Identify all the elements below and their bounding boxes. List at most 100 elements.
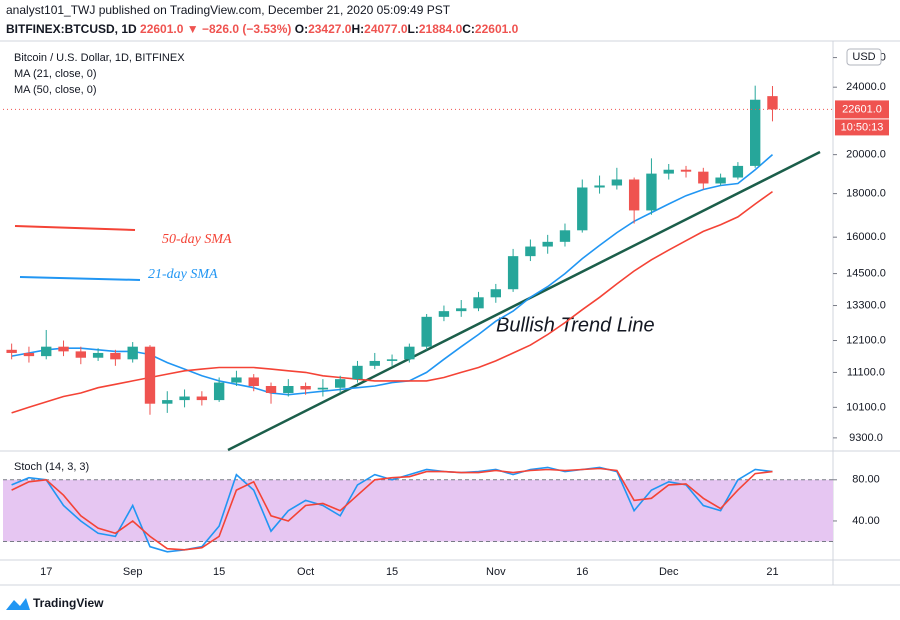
candle-body (611, 179, 623, 186)
candle-body (680, 169, 692, 172)
candle-body (179, 396, 190, 401)
candle-body (265, 386, 277, 393)
y-tick-label: 24000.0 (846, 81, 886, 93)
countdown: 10:50:13 (841, 121, 884, 133)
candle-body (283, 386, 294, 393)
candle-body (438, 311, 450, 317)
candle-body (75, 351, 86, 358)
candle-body (490, 289, 501, 298)
stoch-line (11, 466, 773, 553)
arrow: ▼ (187, 22, 199, 36)
ohlc-value: 24077.0 (364, 22, 408, 36)
candle-body (404, 346, 415, 360)
y-tick-label: 14500.0 (846, 267, 886, 279)
annotation: 50-day SMA (162, 232, 232, 247)
ohlc-value: 23427.0 (308, 22, 352, 36)
y-tick-label: 12100.0 (846, 334, 886, 346)
y-tick-label: 13300.0 (846, 299, 886, 311)
candle-body (110, 352, 121, 360)
y-tick-label: 20000.0 (846, 149, 886, 161)
candle-body (23, 352, 35, 357)
ohlc-value: 21884.0 (419, 22, 463, 36)
legend-entry: MA (50, close, 0) (14, 84, 97, 96)
x-tick-label: 15 (386, 566, 398, 578)
currency-badge (846, 48, 882, 66)
candle-body (646, 173, 657, 211)
trend-line (227, 150, 821, 452)
candle-body (663, 169, 674, 174)
y-tick-label: 40.00 (852, 515, 880, 527)
y-tick-label: 9300.0 (849, 432, 883, 444)
ma-line (11, 190, 773, 414)
logo: TradingView (6, 596, 104, 610)
candle-body (386, 359, 398, 361)
annotation: 21-day SMA (148, 267, 218, 282)
candle-body (628, 179, 640, 211)
candle-body (144, 346, 156, 404)
candle-body (473, 297, 484, 309)
candle-body (248, 377, 259, 387)
candle-body (594, 185, 605, 188)
candle-body (335, 379, 346, 388)
ma-line (11, 153, 774, 396)
x-tick-label: Dec (659, 566, 679, 578)
y-tick-label: 11100.0 (847, 366, 885, 378)
ohlc-label: L: (408, 22, 419, 36)
ohlc-label: C: (462, 22, 475, 36)
candle-body (767, 96, 778, 110)
symbol: BITFINEX:BTCUSD, 1D (6, 22, 137, 36)
candle-body (213, 382, 225, 401)
candle-body (58, 346, 69, 352)
candle-body (317, 387, 329, 390)
candle-body (507, 256, 519, 290)
candle-body (559, 230, 571, 242)
y-tick-label: 18000.0 (846, 188, 886, 200)
candle-body (196, 396, 208, 401)
publisher: analyst101_TWJ published on TradingView.… (6, 3, 451, 17)
countdown-badge (835, 119, 889, 136)
last: 22601.0 (140, 22, 184, 36)
candle-body (231, 377, 242, 383)
candle-body (369, 360, 380, 366)
candle-body (577, 187, 588, 231)
stoch-line (11, 467, 773, 551)
last-price-badge (835, 100, 889, 119)
candle-body (456, 308, 467, 312)
x-tick-label: Oct (297, 566, 314, 578)
candle-body (92, 352, 104, 358)
candle-body (352, 365, 363, 380)
legend-entry: MA (21, close, 0) (14, 68, 97, 80)
candle-body (421, 316, 432, 347)
last-price-label: 22601.0 (842, 103, 882, 115)
stoch-band (3, 479, 833, 542)
ohlc-label: O: (295, 22, 308, 36)
candle-body (750, 99, 761, 166)
y-tick-label: 16000.0 (846, 231, 886, 243)
currency: USD (852, 51, 875, 63)
candle-body (698, 171, 709, 184)
candle-body (732, 165, 744, 178)
candle-body (41, 346, 52, 357)
x-tick-label: Nov (486, 566, 506, 578)
candle-body (715, 177, 726, 184)
candle-body (162, 400, 173, 404)
candle-body (300, 386, 311, 390)
legend-line (19, 276, 141, 281)
legend-line (14, 225, 136, 231)
ohlc-label: H: (351, 22, 364, 36)
candle-body (525, 246, 536, 257)
x-tick-label: 17 (40, 566, 52, 578)
x-tick-label: Sep (123, 566, 143, 578)
x-tick-label: 16 (576, 566, 588, 578)
stoch-title: Stoch (14, 3, 3) (14, 461, 89, 473)
candle-body (542, 241, 553, 247)
symbol-line: BITFINEX:BTCUSD, 1D 22601.0 ▼ −826.0 (−3… (6, 22, 519, 36)
candle-body (127, 346, 138, 360)
y-tick-label: 80.00 (852, 474, 880, 486)
chart-title: Bitcoin / U.S. Dollar, 1D, BITFINEX (14, 52, 185, 64)
change: −826.0 (−3.53%) (202, 22, 291, 36)
x-tick-label: 15 (213, 566, 225, 578)
brand: TradingView (33, 596, 104, 610)
ohlc-value: 22601.0 (475, 22, 519, 36)
